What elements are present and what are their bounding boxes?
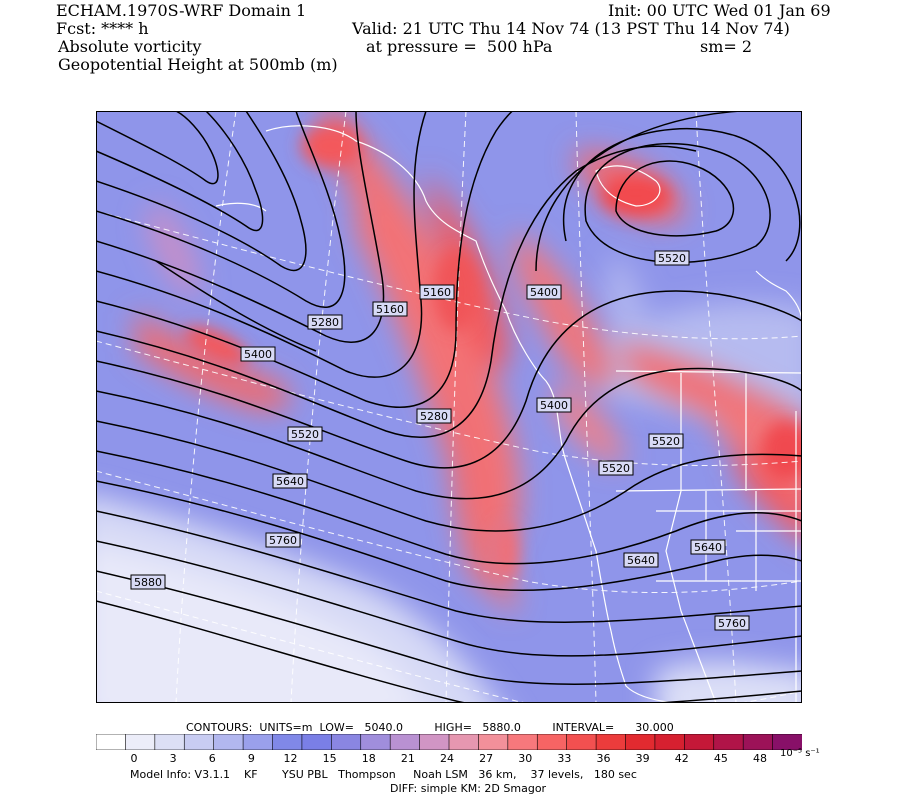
svg-text:5280: 5280 bbox=[311, 316, 339, 329]
colorbar-swatch bbox=[772, 734, 802, 750]
colorbar-swatch bbox=[448, 734, 480, 750]
colorbar-label: 6 bbox=[208, 752, 216, 765]
contour-label-5160: 5160 bbox=[372, 301, 408, 317]
svg-text:5400: 5400 bbox=[540, 399, 568, 412]
svg-text:5520: 5520 bbox=[652, 435, 680, 448]
colorbar-swatch bbox=[389, 734, 421, 750]
colorbar-label: 3 bbox=[169, 752, 177, 765]
colorbar-swatch bbox=[213, 734, 244, 750]
contour-info: CONTOURS: UNITS=m LOW= 5040.0 HIGH= 5880… bbox=[186, 721, 674, 734]
colorbar-unit: 10⁻⁵ s⁻¹ bbox=[780, 748, 820, 759]
svg-text:5760: 5760 bbox=[269, 534, 297, 547]
colorbar-label: 30 bbox=[518, 752, 533, 765]
svg-text:5160: 5160 bbox=[423, 286, 451, 299]
init-time: Init: 00 UTC Wed 01 Jan 69 bbox=[608, 1, 831, 20]
contour-label-5760: 5760 bbox=[714, 615, 750, 631]
colorbar-swatch bbox=[96, 734, 127, 750]
contour-label-5520: 5520 bbox=[287, 426, 323, 442]
contour-label-5760: 5760 bbox=[265, 532, 301, 548]
svg-text:5160: 5160 bbox=[376, 303, 404, 316]
colorbar-swatch bbox=[713, 734, 744, 750]
vorticity-map: 5160 5160 5280 5400 5520 5400 5280 5400 5520 5520… bbox=[96, 111, 802, 703]
vorticity-maxima bbox=[183, 124, 802, 581]
colorbar-swatch bbox=[360, 734, 391, 750]
colorbar-label: 48 bbox=[753, 752, 767, 765]
colorbar-label: 18 bbox=[361, 752, 376, 765]
colorbar-swatch bbox=[566, 734, 597, 750]
field-name-vorticity: Absolute vorticity bbox=[58, 37, 202, 56]
colorbar-label: 33 bbox=[557, 752, 572, 765]
smoothing-value: sm= 2 bbox=[700, 37, 753, 56]
colorbar-swatch bbox=[242, 734, 274, 750]
contour-label-5160: 5160 bbox=[419, 284, 455, 300]
colorbar-label: 39 bbox=[635, 752, 650, 765]
contour-label-5520: 5520 bbox=[598, 460, 634, 476]
colorbar-swatch bbox=[507, 734, 539, 750]
pressure-level: at pressure = 500 hPa bbox=[366, 37, 553, 56]
low-vorticity-region bbox=[96, 251, 802, 703]
model-info: Model Info: V3.1.1 KF YSU PBL Thompson N… bbox=[130, 768, 637, 781]
colorbar-swatch bbox=[478, 734, 509, 750]
colorbar-swatch bbox=[654, 734, 686, 750]
coastlines bbox=[215, 125, 802, 703]
svg-text:5640: 5640 bbox=[276, 475, 304, 488]
svg-text:5400: 5400 bbox=[244, 348, 272, 361]
contour-label-5400: 5400 bbox=[240, 346, 276, 362]
contour-label-5400: 5400 bbox=[526, 284, 562, 300]
colorbar bbox=[96, 734, 802, 750]
colorbar-swatch bbox=[419, 734, 450, 750]
colorbar-label: 27 bbox=[479, 752, 494, 765]
colorbar-swatch bbox=[272, 734, 303, 750]
svg-text:5880: 5880 bbox=[134, 576, 162, 589]
height-contours bbox=[96, 111, 802, 703]
diff-info: DIFF: simple KM: 2D Smagor bbox=[390, 782, 547, 795]
field-name-height: Geopotential Height at 500mb (m) bbox=[58, 55, 338, 74]
contour-label-5640: 5640 bbox=[272, 473, 308, 489]
svg-text:5640: 5640 bbox=[694, 541, 722, 554]
forecast-hour: Fcst: **** h bbox=[56, 19, 149, 38]
contour-label-5280: 5280 bbox=[307, 314, 343, 330]
colorbar-label: 15 bbox=[322, 752, 337, 765]
colorbar-swatch bbox=[183, 734, 215, 750]
colorbar-swatch bbox=[154, 734, 186, 750]
colorbar-label: 24 bbox=[440, 752, 454, 765]
svg-text:5280: 5280 bbox=[420, 410, 448, 423]
colorbar-label: 0 bbox=[130, 752, 138, 765]
contour-label-5640: 5640 bbox=[623, 552, 659, 568]
contour-label-5640: 5640 bbox=[690, 539, 726, 555]
svg-text:5520: 5520 bbox=[602, 462, 630, 475]
colorbar-swatch bbox=[125, 734, 156, 750]
colorbar-label: 9 bbox=[247, 752, 255, 765]
svg-text:5640: 5640 bbox=[627, 554, 655, 567]
valid-time: Valid: 21 UTC Thu 14 Nov 74 (13 PST Thu … bbox=[352, 19, 790, 38]
contour-label-5400: 5400 bbox=[536, 397, 572, 413]
colorbar-swatch bbox=[742, 734, 774, 750]
contour-label-5520: 5520 bbox=[654, 250, 690, 266]
contour-label-5520: 5520 bbox=[648, 433, 684, 449]
svg-text:5760: 5760 bbox=[718, 617, 746, 630]
colorbar-swatch bbox=[595, 734, 627, 750]
contour-label-5880: 5880 bbox=[130, 574, 166, 590]
colorbar-swatch bbox=[625, 734, 656, 750]
svg-text:5520: 5520 bbox=[291, 428, 319, 441]
colorbar-swatch bbox=[536, 734, 568, 750]
colorbar-swatch bbox=[301, 734, 333, 750]
colorbar-label: 12 bbox=[283, 752, 298, 765]
colorbar-swatch bbox=[684, 734, 715, 750]
svg-text:5400: 5400 bbox=[530, 286, 558, 299]
colorbar-label: 42 bbox=[674, 752, 689, 765]
contour-label-5280: 5280 bbox=[416, 408, 452, 424]
colorbar-label: 21 bbox=[400, 752, 415, 765]
colorbar-swatch bbox=[331, 734, 362, 750]
colorbar-label: 45 bbox=[713, 752, 728, 765]
contour-labels: 5160 5160 5280 5400 5520 5400 5280 5400 5520 5520… bbox=[130, 250, 750, 631]
map-frame bbox=[96, 111, 802, 703]
colorbar-label: 36 bbox=[596, 752, 611, 765]
model-title: ECHAM.1970S-WRF Domain 1 bbox=[56, 1, 307, 20]
svg-text:5520: 5520 bbox=[658, 252, 686, 265]
